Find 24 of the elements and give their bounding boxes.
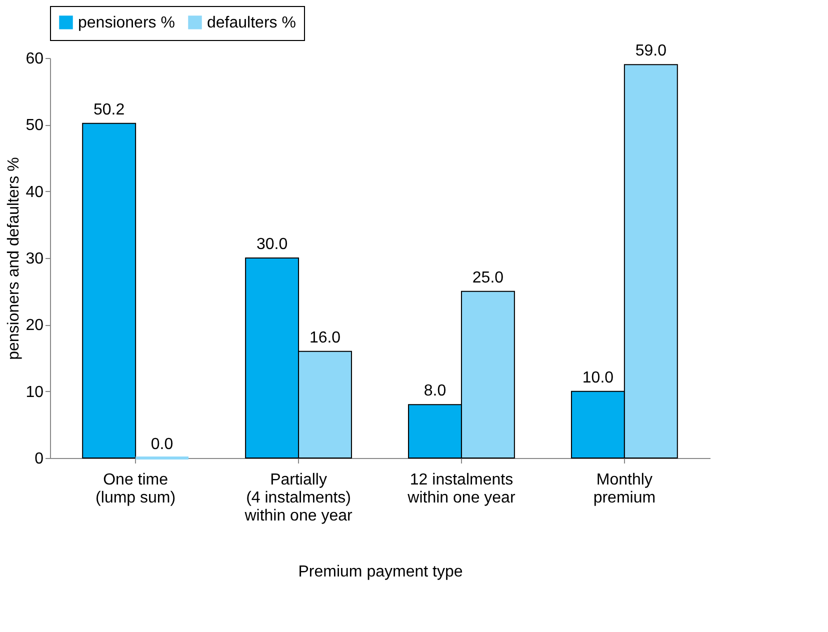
y-tick-label: 10 (26, 384, 44, 401)
x-tick-label: One time (lump sum) (96, 472, 176, 506)
data-label: 30.0 (256, 236, 288, 253)
y-axis-title: pensioners and defaulters % (6, 157, 23, 360)
legend-label: defaulters % (207, 14, 296, 32)
y-tick-label: 30 (26, 250, 44, 268)
x-axis-title: Premium payment type (298, 564, 463, 580)
data-label: 50.2 (94, 101, 125, 118)
data-label: 59.0 (635, 42, 667, 60)
y-tick-label: 60 (26, 50, 44, 68)
data-label: 10.0 (582, 369, 614, 386)
y-tick-label: 40 (26, 184, 44, 201)
x-tick-label: Partially (4 instalments) within one year (244, 472, 353, 524)
data-label: 16.0 (309, 329, 341, 346)
legend-label: pensioners % (78, 14, 175, 32)
y-tick-label: 20 (26, 317, 44, 334)
y-tick-label: 0 (34, 450, 44, 468)
data-label: 0.0 (150, 436, 174, 453)
data-label: 8.0 (424, 382, 446, 400)
x-tick-label: Monthly premium (593, 472, 656, 506)
y-tick-label: 50 (26, 117, 44, 134)
x-tick-label: 12 instalments within one year (406, 472, 516, 506)
data-label: 25.0 (472, 269, 504, 286)
bar (82, 122, 136, 458)
